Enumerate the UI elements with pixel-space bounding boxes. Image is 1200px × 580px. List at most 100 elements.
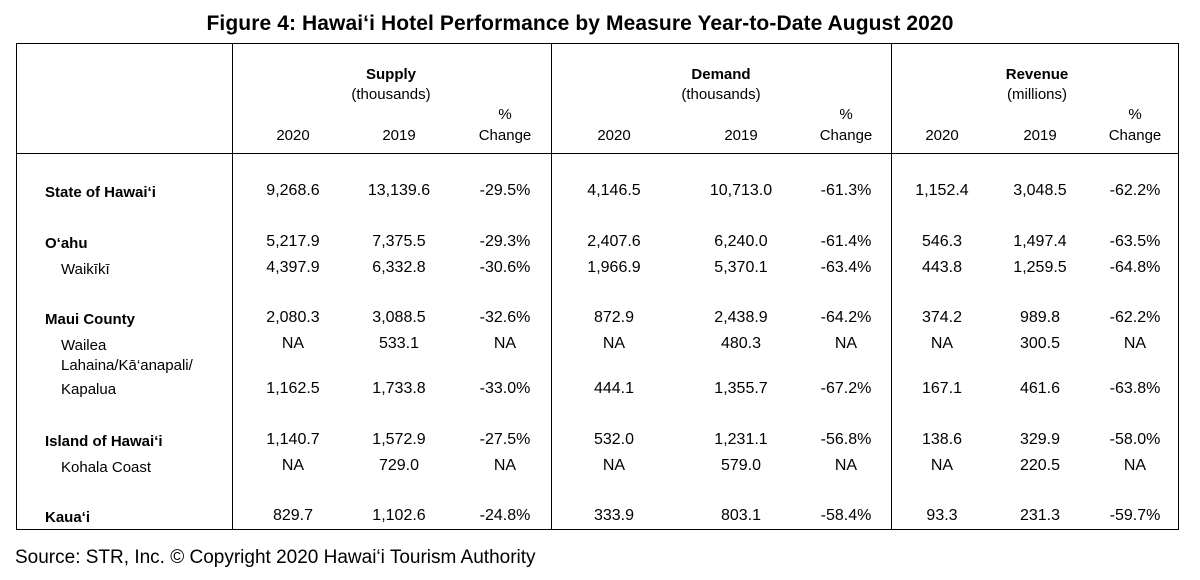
group-title: Revenue bbox=[1005, 66, 1069, 83]
table-cell: -59.7% bbox=[1109, 507, 1161, 524]
table-cell: 5,217.9 bbox=[266, 233, 320, 250]
row-label: Maui County bbox=[45, 311, 135, 328]
group-unit: (thousands) bbox=[351, 86, 431, 103]
group-title: Demand bbox=[691, 66, 751, 83]
table-cell: -32.6% bbox=[479, 309, 531, 326]
table-cell: 9,268.6 bbox=[266, 182, 320, 199]
table-cell: NA bbox=[493, 335, 517, 352]
table-cell: 231.3 bbox=[1019, 507, 1061, 524]
table-cell: NA bbox=[281, 335, 305, 352]
source-note: Source: STR, Inc. © Copyright 2020 Hawai… bbox=[15, 547, 536, 568]
group-unit: (millions) bbox=[1007, 86, 1067, 103]
table-cell: NA bbox=[602, 457, 626, 474]
header-divider bbox=[16, 153, 1179, 154]
table-cell: -56.8% bbox=[820, 431, 872, 448]
table-cell: 2,080.3 bbox=[266, 309, 320, 326]
table-cell: NA bbox=[930, 335, 954, 352]
table-cell: 1,966.9 bbox=[587, 259, 641, 276]
table-cell: 4,146.5 bbox=[587, 182, 641, 199]
table-cell: -58.0% bbox=[1109, 431, 1161, 448]
table-cell: 3,048.5 bbox=[1013, 182, 1067, 199]
column-divider bbox=[891, 43, 892, 530]
table-cell: 461.6 bbox=[1019, 380, 1061, 397]
table-cell: 546.3 bbox=[921, 233, 963, 250]
table-cell: 2,438.9 bbox=[714, 309, 768, 326]
table-cell: 533.1 bbox=[378, 335, 420, 352]
table-cell: 1,140.7 bbox=[266, 431, 320, 448]
year-2020-header: 2020 bbox=[276, 127, 310, 144]
table-cell: 6,332.8 bbox=[372, 259, 426, 276]
table-cell: 443.8 bbox=[921, 259, 963, 276]
row-label: Lahaina/Kā‘anapali/ bbox=[61, 357, 193, 374]
year-2020-header: 2020 bbox=[925, 127, 959, 144]
row-label: O‘ahu bbox=[45, 235, 88, 252]
table-cell: 480.3 bbox=[720, 335, 762, 352]
table-cell: -63.8% bbox=[1109, 380, 1161, 397]
table-cell: 5,370.1 bbox=[714, 259, 768, 276]
table-cell: 333.9 bbox=[593, 507, 635, 524]
table-cell: 93.3 bbox=[926, 507, 958, 524]
table-cell: 989.8 bbox=[1019, 309, 1061, 326]
table-cell: 4,397.9 bbox=[266, 259, 320, 276]
pct-change-header: Change bbox=[478, 127, 532, 144]
table-cell: -67.2% bbox=[820, 380, 872, 397]
table-cell: NA bbox=[1123, 457, 1147, 474]
row-label: Wailea bbox=[61, 337, 107, 354]
pct-symbol-header: % bbox=[839, 106, 853, 123]
column-divider bbox=[551, 43, 552, 530]
table-cell: NA bbox=[930, 457, 954, 474]
group-unit: (thousands) bbox=[681, 86, 761, 103]
table-cell: 1,231.1 bbox=[714, 431, 768, 448]
table-cell: 1,152.4 bbox=[915, 182, 969, 199]
pct-change-header: Change bbox=[1108, 127, 1162, 144]
table-cell: -27.5% bbox=[479, 431, 531, 448]
table-cell: -24.8% bbox=[479, 507, 531, 524]
table-cell: -62.2% bbox=[1109, 309, 1161, 326]
table-cell: 6,240.0 bbox=[714, 233, 768, 250]
table-cell: 1,497.4 bbox=[1013, 233, 1067, 250]
table-cell: 1,733.8 bbox=[372, 380, 426, 397]
table-cell: -29.5% bbox=[479, 182, 531, 199]
table-cell: -61.4% bbox=[820, 233, 872, 250]
table-cell: NA bbox=[281, 457, 305, 474]
table-cell: 329.9 bbox=[1019, 431, 1061, 448]
row-label: State of Hawai‘i bbox=[45, 184, 156, 201]
table-cell: -64.8% bbox=[1109, 259, 1161, 276]
table-cell: -61.3% bbox=[820, 182, 872, 199]
group-title: Supply bbox=[365, 66, 416, 83]
table-cell: -58.4% bbox=[820, 507, 872, 524]
table-cell: 138.6 bbox=[921, 431, 963, 448]
table-cell: 803.1 bbox=[720, 507, 762, 524]
table-cell: 829.7 bbox=[272, 507, 314, 524]
table-cell: -64.2% bbox=[820, 309, 872, 326]
table-cell: NA bbox=[834, 335, 858, 352]
table-cell: 1,102.6 bbox=[372, 507, 426, 524]
figure-title: Figure 4: Hawai‘i Hotel Performance by M… bbox=[206, 12, 954, 35]
table-cell: -62.2% bbox=[1109, 182, 1161, 199]
table-cell: 167.1 bbox=[921, 380, 963, 397]
table-cell: 300.5 bbox=[1019, 335, 1061, 352]
table-cell: 1,162.5 bbox=[266, 380, 320, 397]
table-cell: 7,375.5 bbox=[372, 233, 426, 250]
table-cell: 729.0 bbox=[378, 457, 420, 474]
table-cell: 579.0 bbox=[720, 457, 762, 474]
row-label: Kapalua bbox=[61, 381, 117, 398]
table-cell: 220.5 bbox=[1019, 457, 1061, 474]
table-cell: 872.9 bbox=[593, 309, 635, 326]
year-2019-header: 2019 bbox=[382, 127, 416, 144]
table-cell: 1,572.9 bbox=[372, 431, 426, 448]
pct-change-header: Change bbox=[819, 127, 873, 144]
table-cell: 13,139.6 bbox=[367, 182, 431, 199]
year-2019-header: 2019 bbox=[1023, 127, 1057, 144]
table-cell: NA bbox=[493, 457, 517, 474]
row-label: Island of Hawai‘i bbox=[45, 433, 163, 450]
table-cell: 3,088.5 bbox=[372, 309, 426, 326]
table-frame bbox=[16, 43, 1179, 530]
table-cell: -63.5% bbox=[1109, 233, 1161, 250]
pct-symbol-header: % bbox=[1128, 106, 1142, 123]
row-label: Waikīkī bbox=[61, 261, 110, 278]
column-divider bbox=[232, 43, 233, 530]
table-cell: NA bbox=[834, 457, 858, 474]
table-cell: -30.6% bbox=[479, 259, 531, 276]
year-2019-header: 2019 bbox=[724, 127, 758, 144]
